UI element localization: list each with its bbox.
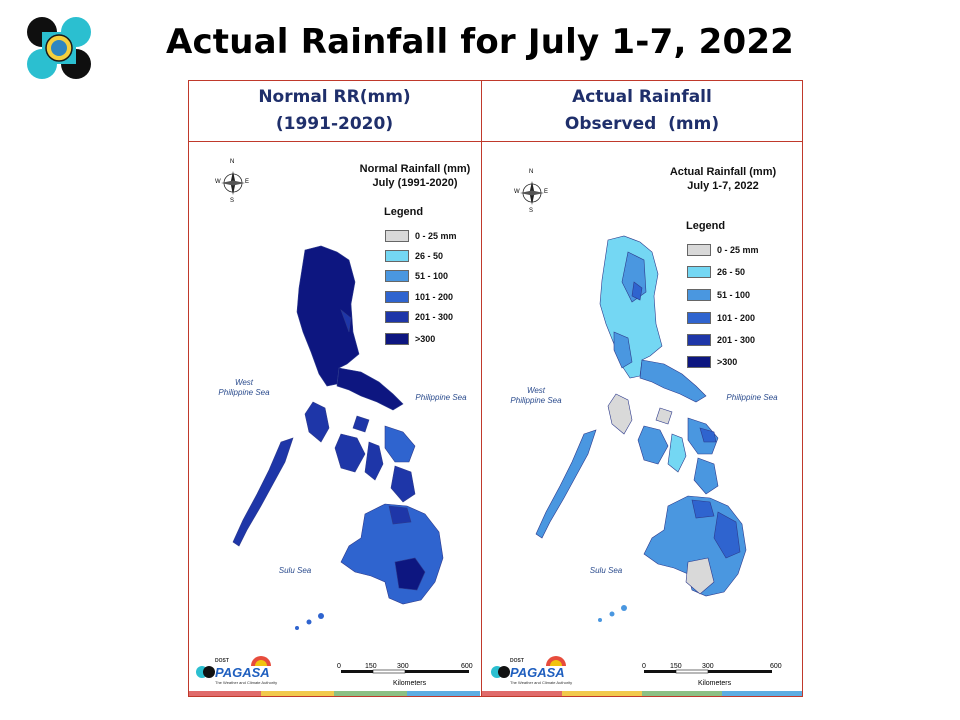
actual-rainfall-map-panel: Actual Rainfall (mm) July 1-7, 2022 N W …	[482, 142, 802, 696]
visayas-islands	[304, 401, 416, 503]
compass-icon	[520, 181, 544, 205]
sulu-archipelago	[598, 605, 627, 622]
color-strip-red	[189, 691, 261, 696]
scale-unit: Kilometers	[698, 680, 732, 687]
compass-s: S	[529, 208, 534, 214]
compass-e: E	[245, 179, 250, 185]
header-actual-rainfall: Actual Rainfall Observed (mm)	[482, 84, 802, 140]
color-strip-green	[334, 691, 407, 696]
pagasa-wordmark: PAGASA	[510, 665, 565, 680]
mindanao-island	[643, 495, 747, 597]
map-title-normal: Normal Rainfall (mm) July (1991-2020)	[353, 162, 477, 190]
color-strip-yellow	[562, 691, 642, 696]
header-normal-rr: Normal RR(mm) (1991-2020)	[189, 84, 480, 140]
color-strip-green	[642, 691, 722, 696]
column-divider	[481, 80, 482, 697]
visayas-islands	[607, 393, 719, 495]
header-divider	[188, 141, 803, 142]
pagasa-anniv: DOST	[510, 658, 524, 664]
pagasa-anniv: DOST	[215, 658, 229, 664]
compass-e: E	[544, 189, 549, 195]
scale-unit: Kilometers	[393, 680, 427, 687]
palawan-island	[232, 437, 294, 547]
compass-n: N	[529, 169, 534, 175]
color-strip-red	[482, 691, 562, 696]
scale-bar	[341, 669, 469, 674]
sulu-archipelago	[295, 613, 324, 630]
legend-title: Legend	[384, 206, 424, 218]
mindanao-island	[340, 503, 444, 605]
header-normal-line2: (1991-2020)	[275, 114, 394, 134]
compass-w: W	[215, 179, 221, 185]
scale-bar	[644, 669, 772, 674]
compass-icon	[221, 171, 245, 195]
luzon-island	[296, 245, 404, 411]
compass-w: W	[514, 189, 520, 195]
map-title-line1: Actual Rainfall (mm)	[669, 166, 777, 178]
dost-logo	[26, 16, 92, 80]
map-title-line2: July (1991-2020)	[372, 177, 458, 189]
pagasa-mark-icon	[196, 656, 271, 678]
map-title-actual: Actual Rainfall (mm) July 1-7, 2022	[658, 165, 788, 193]
legend-title: Legend	[686, 220, 726, 232]
pagasa-tagline: The Weather and Climate Authority	[510, 680, 573, 685]
sea-label-west: West Philippine Sea	[510, 386, 562, 405]
normal-rainfall-map	[221, 171, 469, 674]
pagasa-wordmark: PAGASA	[215, 665, 270, 680]
header-normal-line1: Normal RR(mm)	[258, 87, 411, 107]
map-title-line1: Normal Rainfall (mm)	[359, 163, 471, 175]
luzon-island	[599, 235, 707, 403]
compass-n: N	[230, 159, 235, 165]
map-title-line2: July 1-7, 2022	[687, 180, 759, 192]
sea-label-sulu: Sulu Sea	[278, 566, 312, 575]
color-strip-blue	[722, 691, 802, 696]
sea-label-sulu: Sulu Sea	[589, 566, 623, 575]
compass-s: S	[230, 198, 235, 204]
header-actual-line1: Actual Rainfall	[572, 87, 712, 107]
sea-label-west: West Philippine Sea	[218, 378, 270, 397]
header-actual-line2: Observed (mm)	[564, 114, 720, 134]
pagasa-logo: PAGASA DOST The Weather and Climate Auth…	[488, 654, 572, 688]
color-strip-blue	[407, 691, 480, 696]
pagasa-mark-icon	[491, 656, 566, 678]
comparison-frame	[188, 80, 803, 697]
pagasa-logo: PAGASA DOST The Weather and Climate Auth…	[193, 654, 277, 688]
sea-label-east: Philippine Sea	[726, 393, 778, 402]
color-strip-yellow	[261, 691, 334, 696]
palawan-island	[535, 429, 597, 539]
actual-rainfall-map	[520, 181, 772, 674]
pagasa-tagline: The Weather and Climate Authority	[215, 680, 278, 685]
sea-label-east: Philippine Sea	[415, 393, 467, 402]
normal-rainfall-map-panel: Normal Rainfall (mm) July (1991-2020) N …	[189, 142, 480, 696]
page-title: Actual Rainfall for July 1-7, 2022	[165, 22, 795, 62]
